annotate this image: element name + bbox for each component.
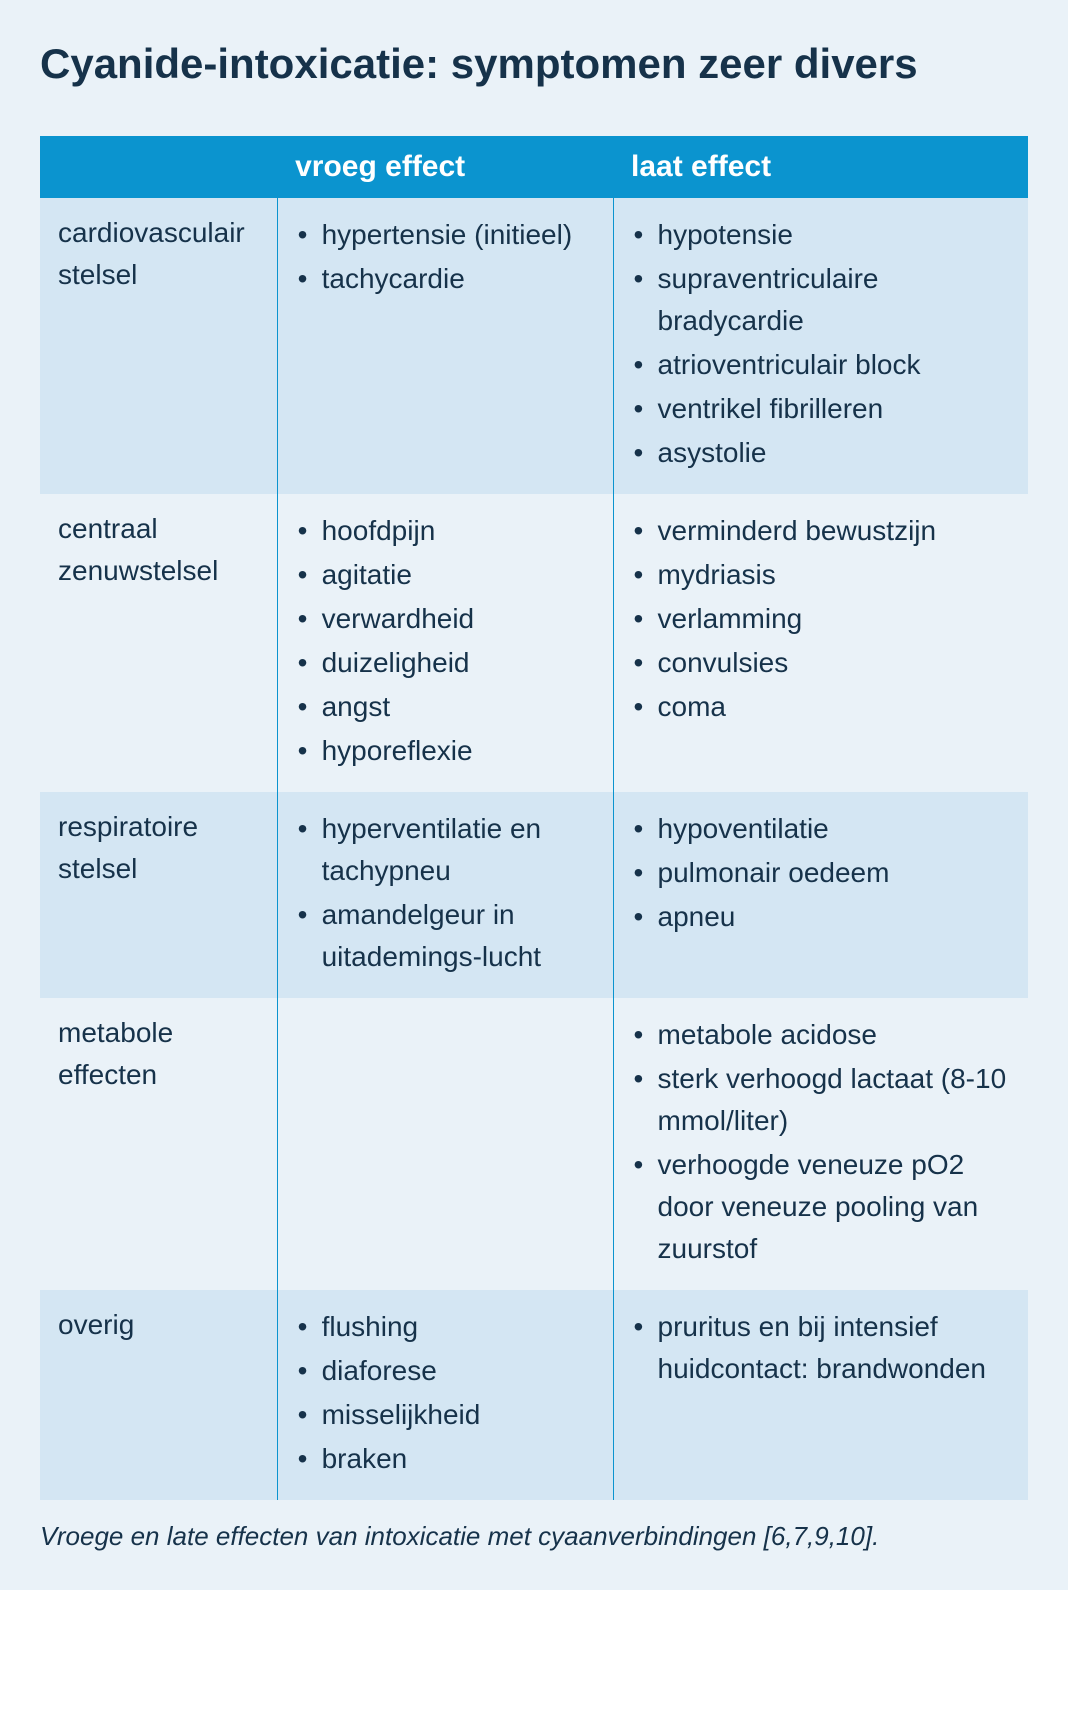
list-item: misselijkheid xyxy=(296,1394,599,1436)
list-item: braken xyxy=(296,1438,599,1480)
list-item: pulmonair oedeem xyxy=(632,852,1014,894)
list-item: hyporeflexie xyxy=(296,730,599,772)
cell-early: flushingdiaforesemisselijkheidbraken xyxy=(277,1290,613,1500)
cell-late: hypoventilatiepulmonair oedeemapneu xyxy=(613,792,1028,998)
bullet-list: verminderd bewustzijnmydriasisverlamming… xyxy=(632,510,1014,728)
list-item: mydriasis xyxy=(632,554,1014,596)
row-label: metabole effecten xyxy=(40,998,277,1290)
row-label: overig xyxy=(40,1290,277,1500)
list-item: coma xyxy=(632,686,1014,728)
bullet-list: hypoventilatiepulmonair oedeemapneu xyxy=(632,808,1014,938)
table-header: vroeg effect laat effect xyxy=(40,136,1028,198)
page-container: Cyanide-intoxicatie: symptomen zeer dive… xyxy=(0,0,1068,1590)
cell-late: verminderd bewustzijnmydriasisverlamming… xyxy=(613,494,1028,792)
list-item: hoofdpijn xyxy=(296,510,599,552)
cell-early: hypertensie (initieel)tachycardie xyxy=(277,198,613,494)
list-item: sterk verhoogd lactaat (8-10 mmol/liter) xyxy=(632,1058,1014,1142)
list-item: duizeligheid xyxy=(296,642,599,684)
list-item: flushing xyxy=(296,1306,599,1348)
list-item: supraventriculaire bradycardie xyxy=(632,258,1014,342)
cell-early: hyperventilatie en tachypneuamandelgeur … xyxy=(277,792,613,998)
bullet-list: hoofdpijnagitatieverwardheidduizeligheid… xyxy=(296,510,599,772)
list-item: verlamming xyxy=(632,598,1014,640)
list-item: verhoogde veneuze pO2 door veneuze pooli… xyxy=(632,1144,1014,1270)
col-header-early: vroeg effect xyxy=(277,136,613,198)
col-header-empty xyxy=(40,136,277,198)
list-item: agitatie xyxy=(296,554,599,596)
list-item: asystolie xyxy=(632,432,1014,474)
table-body: cardiovasculair stelselhypertensie (init… xyxy=(40,198,1028,1500)
bullet-list: hyperventilatie en tachypneuamandelgeur … xyxy=(296,808,599,978)
table-row: respiratoire stelselhyperventilatie en t… xyxy=(40,792,1028,998)
list-item: verminderd bewustzijn xyxy=(632,510,1014,552)
cell-late: hypotensiesupraventriculaire bradycardie… xyxy=(613,198,1028,494)
bullet-list: hypertensie (initieel)tachycardie xyxy=(296,214,599,300)
list-item: convulsies xyxy=(632,642,1014,684)
table-row: overigflushingdiaforesemisselijkheidbrak… xyxy=(40,1290,1028,1500)
list-item: diaforese xyxy=(296,1350,599,1392)
cell-early xyxy=(277,998,613,1290)
row-label: cardiovasculair stelsel xyxy=(40,198,277,494)
list-item: tachycardie xyxy=(296,258,599,300)
cell-late: pruritus en bij intensief huidcontact: b… xyxy=(613,1290,1028,1500)
table-row: cardiovasculair stelselhypertensie (init… xyxy=(40,198,1028,494)
page-title: Cyanide-intoxicatie: symptomen zeer dive… xyxy=(40,40,1028,88)
list-item: pruritus en bij intensief huidcontact: b… xyxy=(632,1306,1014,1390)
list-item: hypertensie (initieel) xyxy=(296,214,599,256)
bullet-list: metabole acidosesterk verhoogd lactaat (… xyxy=(632,1014,1014,1270)
row-label: respiratoire stelsel xyxy=(40,792,277,998)
cell-early: hoofdpijnagitatieverwardheidduizeligheid… xyxy=(277,494,613,792)
list-item: metabole acidose xyxy=(632,1014,1014,1056)
table-caption: Vroege en late effecten van intoxicatie … xyxy=(40,1518,1028,1554)
col-header-late: laat effect xyxy=(613,136,1028,198)
bullet-list: hypotensiesupraventriculaire bradycardie… xyxy=(632,214,1014,474)
list-item: atrioventriculair block xyxy=(632,344,1014,386)
list-item: hyperventilatie en tachypneu xyxy=(296,808,599,892)
list-item: ventrikel fibrilleren xyxy=(632,388,1014,430)
list-item: amandelgeur in uitademings-lucht xyxy=(296,894,599,978)
symptom-table: vroeg effect laat effect cardiovasculair… xyxy=(40,136,1028,1500)
table-row: centraal zenuwstelselhoofdpijnagitatieve… xyxy=(40,494,1028,792)
list-item: angst xyxy=(296,686,599,728)
bullet-list: flushingdiaforesemisselijkheidbraken xyxy=(296,1306,599,1480)
table-row: metabole effecten metabole acidosesterk v… xyxy=(40,998,1028,1290)
list-item: verwardheid xyxy=(296,598,599,640)
row-label: centraal zenuwstelsel xyxy=(40,494,277,792)
list-item: hypoventilatie xyxy=(632,808,1014,850)
list-item: hypotensie xyxy=(632,214,1014,256)
bullet-list: pruritus en bij intensief huidcontact: b… xyxy=(632,1306,1014,1390)
cell-late: metabole acidosesterk verhoogd lactaat (… xyxy=(613,998,1028,1290)
list-item: apneu xyxy=(632,896,1014,938)
